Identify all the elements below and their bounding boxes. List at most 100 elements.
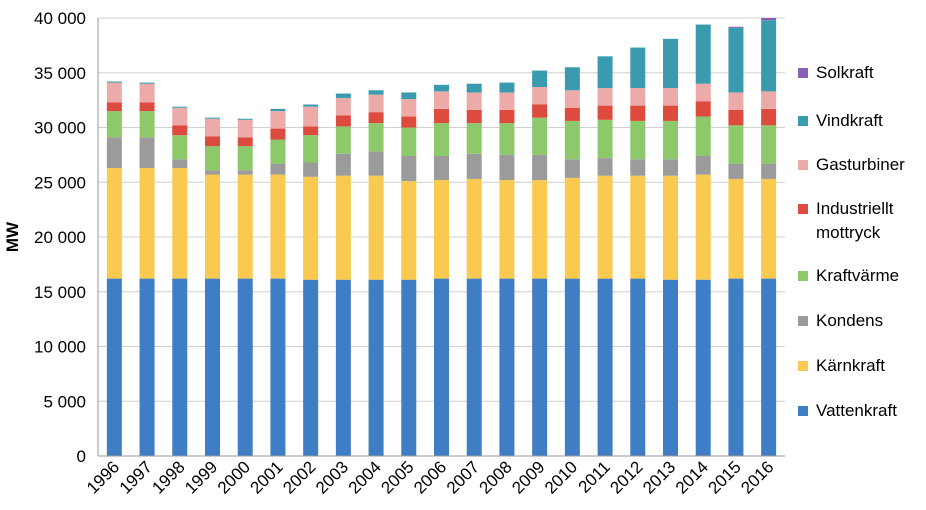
bar-segment <box>139 278 155 456</box>
bar-segment <box>532 70 548 87</box>
legend-label: Gasturbiner <box>816 155 905 174</box>
y-tick-label: 35 000 <box>34 64 86 83</box>
bar-segment <box>695 24 711 84</box>
bar-segment <box>597 278 613 456</box>
y-tick-label: 0 <box>77 447 86 466</box>
bar-segment <box>434 155 449 181</box>
bar-segment <box>106 82 122 103</box>
bar-segment <box>139 137 155 169</box>
bar-segment <box>466 153 482 179</box>
bar-segment <box>466 178 482 279</box>
bar-segment <box>564 90 580 108</box>
bar-segment <box>237 278 253 456</box>
bar-segment <box>270 139 286 164</box>
bar-segment <box>761 125 777 164</box>
legend-swatch <box>798 271 808 281</box>
bar-segment <box>761 108 777 126</box>
y-tick-label: 25 000 <box>34 173 86 192</box>
x-tick-label: 2005 <box>377 457 417 497</box>
x-tick-label: 2004 <box>345 457 385 497</box>
bars <box>106 18 777 456</box>
bar-segment <box>205 136 220 147</box>
bar-segment <box>761 91 777 109</box>
x-tick-label: 2006 <box>410 457 450 497</box>
legend-swatch <box>798 316 808 326</box>
legend-swatch <box>798 116 808 126</box>
legend-label: Kärnkraft <box>816 356 885 375</box>
bar-segment <box>270 128 286 140</box>
bar-segment <box>270 111 286 129</box>
legend-swatch <box>798 204 808 214</box>
bar-segment <box>532 278 548 456</box>
bar-segment <box>172 106 188 108</box>
bar-segment <box>532 86 548 105</box>
bar-segment <box>597 56 613 89</box>
bar-segment <box>368 90 384 95</box>
bar-segment <box>368 123 384 152</box>
bar-segment <box>303 104 319 107</box>
bar-segment <box>237 146 253 171</box>
bar-segment <box>303 279 319 456</box>
bar-segment <box>663 175 678 280</box>
bar-segment <box>597 88 613 106</box>
x-tick-label: 2015 <box>705 457 745 497</box>
bar-segment <box>237 119 253 138</box>
bar-segment <box>761 278 777 456</box>
bar-segment <box>728 163 744 179</box>
bar-segment <box>172 125 188 136</box>
bar-segment <box>237 170 253 175</box>
bar-segment <box>630 47 646 89</box>
x-tick-label: 2016 <box>737 457 777 497</box>
bar-segment <box>205 146 220 171</box>
bar-segment <box>434 278 449 456</box>
bar-segment <box>139 111 155 138</box>
bar-segment <box>499 154 515 181</box>
bar-segment <box>401 92 417 100</box>
bar-segment <box>499 92 515 110</box>
bar-segment <box>270 278 286 456</box>
x-tick-label: 2008 <box>476 457 516 497</box>
bar-segment <box>434 108 449 124</box>
bar-segment <box>728 27 744 93</box>
bar-segment <box>564 177 580 279</box>
bar-segment <box>761 18 777 21</box>
bar-segment <box>663 105 678 121</box>
bar-segment <box>139 102 155 112</box>
bar-segment <box>401 127 417 156</box>
legend-swatch <box>798 68 808 78</box>
bar-segment <box>466 278 482 456</box>
x-tick-label: 1996 <box>83 457 123 497</box>
x-tick-label: 2012 <box>606 457 646 497</box>
legend-label: Industriellt mottryck <box>816 199 894 242</box>
bar-segment <box>172 135 188 160</box>
bar-segment <box>728 109 744 126</box>
x-tick-label: 2010 <box>541 457 581 497</box>
bar-segment <box>597 119 613 159</box>
bar-segment <box>270 108 286 112</box>
bar-segment <box>106 137 122 169</box>
x-tick-label: 2014 <box>672 457 712 497</box>
bar-segment <box>270 163 286 175</box>
bar-segment <box>303 106 319 127</box>
bar-segment <box>695 174 711 280</box>
x-tick-label: 2007 <box>443 457 483 497</box>
bar-segment <box>728 125 744 164</box>
bar-segment <box>106 81 122 83</box>
bar-segment <box>695 101 711 117</box>
bar-segment <box>630 105 646 121</box>
x-tick-label: 1997 <box>116 457 156 497</box>
bar-segment <box>368 112 384 124</box>
bar-segment <box>630 120 646 160</box>
bar-segment <box>499 109 515 124</box>
bar-segment <box>172 278 188 456</box>
bar-segment <box>205 174 220 279</box>
bar-segment <box>728 26 744 28</box>
bar-segment <box>695 155 711 175</box>
bar-segment <box>532 104 548 118</box>
bar-segment <box>434 180 449 279</box>
bar-segment <box>663 88 678 106</box>
x-tick-label: 2011 <box>575 457 614 496</box>
bar-segment <box>401 116 417 128</box>
